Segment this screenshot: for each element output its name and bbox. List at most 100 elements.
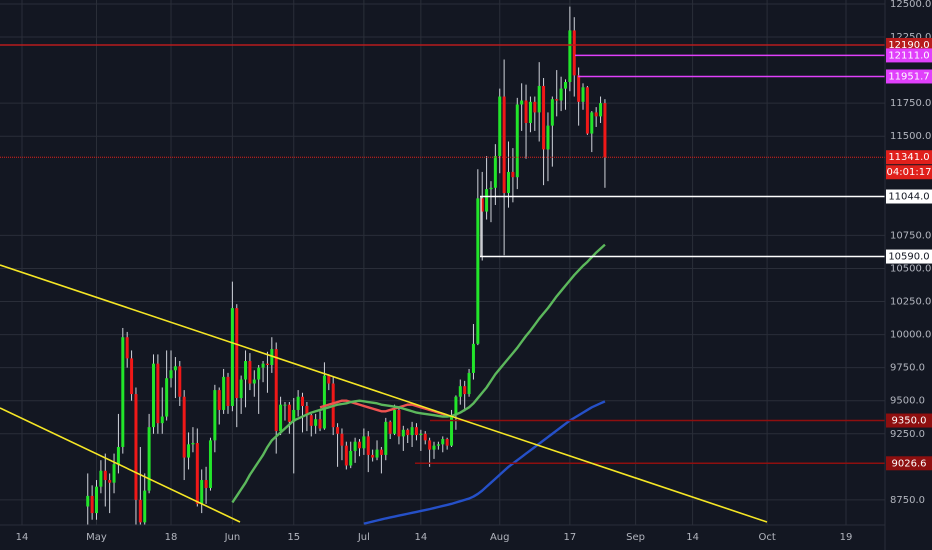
candle-body — [498, 96, 502, 157]
candle-body — [349, 450, 353, 466]
candle-body — [585, 87, 589, 134]
candle-body — [454, 396, 458, 416]
candle-body — [248, 361, 252, 384]
price-level-label: 10590.0 — [888, 252, 929, 263]
candle-body — [524, 100, 528, 123]
price-level-label: 11951.7 — [888, 71, 929, 82]
candle-body — [379, 449, 383, 455]
price-level-badge — [886, 413, 932, 428]
y-tick-label: 11750.0 — [890, 98, 931, 109]
candle-body — [406, 429, 410, 436]
moving-average-line — [319, 399, 448, 417]
candle-body — [546, 125, 550, 150]
candle-body — [485, 189, 489, 212]
countdown-label: 04:01:17 — [887, 167, 932, 178]
price-level-label: 11044.0 — [888, 192, 929, 203]
candle-body — [362, 436, 366, 449]
candle-body — [507, 171, 511, 194]
plot-area — [0, 6, 885, 525]
candle-body — [112, 464, 116, 483]
x-tick-label: Jun — [224, 532, 241, 543]
x-tick-label: 17 — [564, 532, 577, 543]
price-level-badge — [886, 189, 932, 204]
candle-body — [371, 454, 375, 458]
candle-body — [502, 96, 506, 194]
x-tick-label: 18 — [165, 532, 178, 543]
x-tick-label: May — [86, 532, 107, 543]
candle-body — [423, 433, 427, 441]
candle-body — [217, 390, 221, 410]
candle-body — [121, 337, 125, 447]
candle-body — [436, 444, 440, 446]
candle-body — [138, 499, 142, 523]
price-level-badge — [886, 48, 932, 63]
price-level-label: 12111.0 — [888, 50, 929, 61]
candle-body — [476, 198, 480, 344]
y-tick-label: 11500.0 — [890, 131, 931, 142]
drawings — [0, 196, 768, 523]
price-level-label: 11341.0 — [888, 152, 929, 163]
x-tick-label: Sep — [626, 532, 645, 543]
candle-body — [467, 372, 471, 395]
candle-body — [134, 394, 138, 500]
candle-body — [515, 104, 519, 178]
candle-body — [357, 441, 361, 449]
candle-body — [599, 103, 603, 117]
candle-body — [550, 99, 554, 126]
candle-body — [208, 440, 212, 488]
candle-body — [432, 445, 436, 450]
candle-body — [463, 386, 467, 395]
moving-average-line — [363, 400, 606, 525]
candle-body — [279, 404, 283, 432]
candle-body — [428, 440, 432, 450]
candle-body — [563, 81, 567, 89]
candle-body — [344, 445, 348, 466]
y-tick-label: 9500.0 — [890, 396, 925, 407]
candle-body — [410, 427, 414, 436]
x-tick-label: Oct — [758, 532, 775, 543]
candle-body — [322, 375, 326, 429]
trendline — [0, 407, 241, 523]
countdown-badge — [886, 165, 932, 180]
candle-body — [222, 376, 226, 410]
candle-body — [151, 363, 155, 428]
candle-body — [182, 396, 186, 458]
candle-body — [143, 490, 147, 523]
candle-body — [292, 409, 296, 422]
candle-body — [489, 187, 493, 190]
y-tick-label: 9750.0 — [890, 363, 925, 374]
candle-body — [590, 112, 594, 134]
candle-body — [90, 495, 94, 514]
price-level-badge — [886, 249, 932, 264]
y-tick-label: 10000.0 — [890, 330, 931, 341]
trendline — [0, 264, 768, 523]
candle-body — [384, 421, 388, 455]
candle-body — [244, 361, 248, 380]
candle-body — [327, 375, 331, 384]
grid — [0, 0, 885, 525]
candle-body — [261, 363, 265, 368]
candle-body — [520, 100, 524, 105]
y-tick-label: 9250.0 — [890, 429, 925, 440]
price-level-label: 9026.6 — [892, 458, 927, 469]
candle-body — [441, 439, 445, 445]
candle-body — [555, 99, 559, 101]
candle-body — [99, 470, 103, 487]
candle-body — [204, 480, 208, 488]
candle-body — [125, 337, 129, 359]
x-tick-label: 14 — [414, 532, 427, 543]
x-tick-label: Jul — [357, 532, 370, 543]
candle-body — [191, 443, 195, 445]
candle-body — [336, 427, 340, 434]
y-tick-label: 12250.0 — [890, 32, 931, 43]
candle-body — [165, 378, 169, 417]
candle-body — [480, 198, 484, 212]
candle-body — [178, 366, 182, 397]
x-tick-label: 14 — [16, 532, 29, 543]
candle-body — [86, 495, 90, 507]
candle-body — [537, 85, 541, 113]
candle-body — [375, 449, 379, 458]
candle-body — [235, 308, 239, 399]
candle-body — [577, 75, 581, 102]
